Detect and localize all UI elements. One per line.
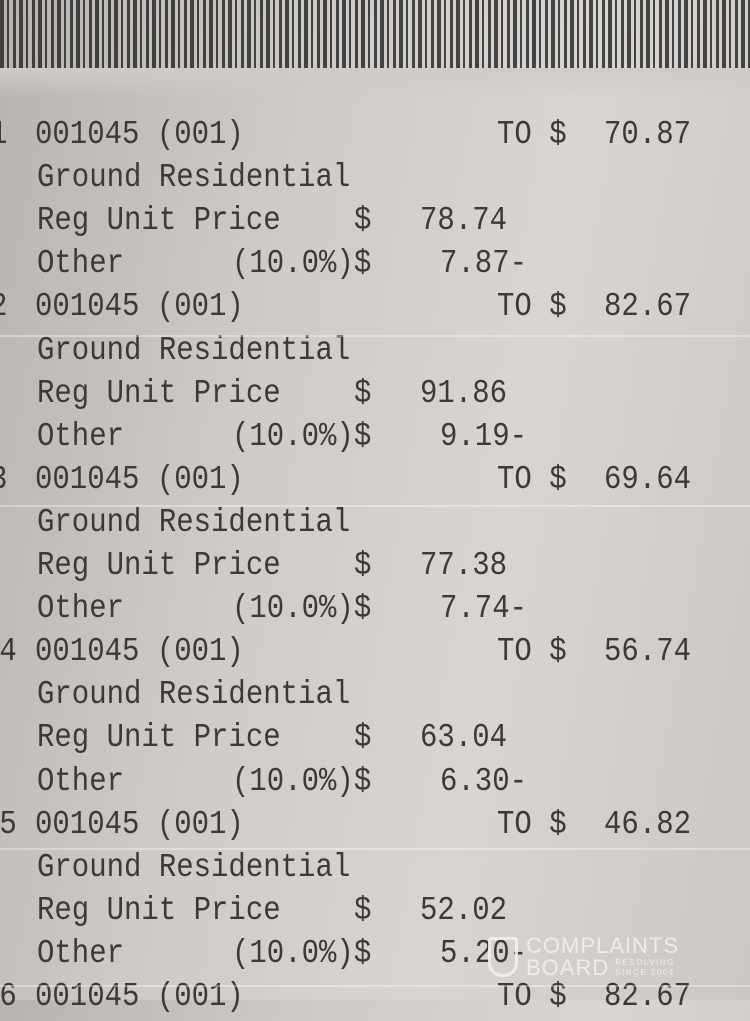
line-prefix: 3 xyxy=(0,455,7,504)
item-code: 001045 (001) xyxy=(35,287,244,326)
discount-label: Other xyxy=(37,244,125,283)
item-header-line: 1 001045 (001) TO $ 70.87 xyxy=(0,113,750,156)
unit-price-label: Reg Unit Price xyxy=(37,201,281,240)
partial-item-header-line: 06001045 (001)TO $82.67 xyxy=(0,975,750,1018)
total-label: TO $ xyxy=(497,460,567,499)
item-total: 46.82 xyxy=(604,805,692,844)
total-label: TO $ xyxy=(497,632,567,671)
discount-line: Other (10.0%)$ 7.74- xyxy=(0,587,750,630)
discount-amount: 6.30- xyxy=(440,762,528,800)
unit-price-label: Reg Unit Price xyxy=(37,891,281,930)
discount-label: Other xyxy=(37,762,125,800)
unit-price: 52.02 xyxy=(420,891,508,930)
item-total: 56.74 xyxy=(604,632,692,671)
line-prefix: 06 xyxy=(0,977,17,1016)
unit-currency: $ xyxy=(354,718,372,757)
item-code: 001045 (001) xyxy=(35,115,244,154)
item-header-line: 3 001045 (001) TO $ 69.64 xyxy=(0,458,750,501)
unit-price-line: Reg Unit Price $77.38 xyxy=(0,544,750,587)
unit-currency: $ xyxy=(354,891,372,930)
discount-rate: (10.0%)$ xyxy=(232,762,372,800)
total-label: TO $ xyxy=(497,115,567,154)
line-prefix: 2 xyxy=(0,282,7,331)
unit-price: 63.04 xyxy=(420,718,508,757)
item-description-line: Ground Residential xyxy=(0,846,750,889)
unit-currency: $ xyxy=(354,546,372,585)
unit-price-label: Reg Unit Price xyxy=(37,546,281,585)
unit-price-label: Reg Unit Price xyxy=(37,718,281,757)
item-total: 82.67 xyxy=(604,287,692,326)
barcode xyxy=(0,0,750,68)
unit-currency: $ xyxy=(354,374,372,413)
unit-price: 91.86 xyxy=(420,374,508,413)
shield-logo-icon xyxy=(488,937,518,977)
item-description-line: Ground Residential xyxy=(0,156,750,199)
discount-line: Other (10.0%)$ 9.19- xyxy=(0,415,750,458)
line-prefix: 05 xyxy=(0,805,17,844)
item-description: Ground Residential xyxy=(37,848,351,887)
discount-line: Other (10.0%)$ 7.87- xyxy=(0,242,750,285)
discount-rate: (10.0%)$ xyxy=(232,934,372,973)
complaintsboard-watermark: COMPLAINTS BOARD RESOLVING SINCE 2004 xyxy=(488,935,679,979)
item-header-line: 05 001045 (001) TO $ 46.82 xyxy=(0,803,750,846)
unit-price-line: Reg Unit Price $52.02 xyxy=(0,889,750,932)
item-description: Ground Residential xyxy=(37,503,351,542)
item-total: 70.87 xyxy=(604,115,692,154)
item-code: 001045 (001) xyxy=(35,632,244,671)
item-description-line: Ground Residential xyxy=(0,673,750,716)
item-description: Ground Residential xyxy=(37,331,351,369)
discount-line: Other (10.0%)$ 6.30- xyxy=(0,760,750,803)
item-header-line: 2 001045 (001) TO $ 82.67 xyxy=(0,285,750,328)
unit-price-label: Reg Unit Price xyxy=(37,374,281,413)
unit-price-line: Reg Unit Price $78.74 xyxy=(0,199,750,242)
discount-amount: 7.74- xyxy=(440,589,528,628)
discount-label: Other xyxy=(37,417,125,456)
item-code: 001045 (001) xyxy=(35,977,244,1016)
item-description: Ground Residential xyxy=(37,675,351,714)
item-total: 69.64 xyxy=(604,460,692,499)
discount-rate: (10.0%)$ xyxy=(232,589,372,628)
item-total: 82.67 xyxy=(604,977,692,1016)
item-code: 001045 (001) xyxy=(35,460,244,499)
unit-price-line: Reg Unit Price $63.04 xyxy=(0,716,750,759)
item-description-line: Ground Residential xyxy=(0,501,750,544)
discount-amount: 9.19- xyxy=(440,417,528,456)
total-label: TO $ xyxy=(497,287,567,326)
unit-price-line: Reg Unit Price $91.86 xyxy=(0,372,750,415)
unit-price: 78.74 xyxy=(420,201,508,240)
discount-label: Other xyxy=(37,934,125,973)
discount-label: Other xyxy=(37,589,125,628)
unit-price: 77.38 xyxy=(420,546,508,585)
discount-rate: (10.0%)$ xyxy=(232,417,372,456)
item-description: Ground Residential xyxy=(37,158,351,197)
unit-currency: $ xyxy=(354,201,372,240)
discount-rate: (10.0%)$ xyxy=(232,244,372,283)
item-code: 001045 (001) xyxy=(35,805,244,844)
discount-amount: 7.87- xyxy=(440,244,528,283)
item-header-line: 04 001045 (001) TO $ 56.74 xyxy=(0,630,750,673)
line-prefix: 1 xyxy=(0,110,7,159)
line-prefix: 04 xyxy=(0,632,17,671)
total-label: TO $ xyxy=(497,805,567,844)
item-description-line: Ground Residential xyxy=(0,329,750,372)
